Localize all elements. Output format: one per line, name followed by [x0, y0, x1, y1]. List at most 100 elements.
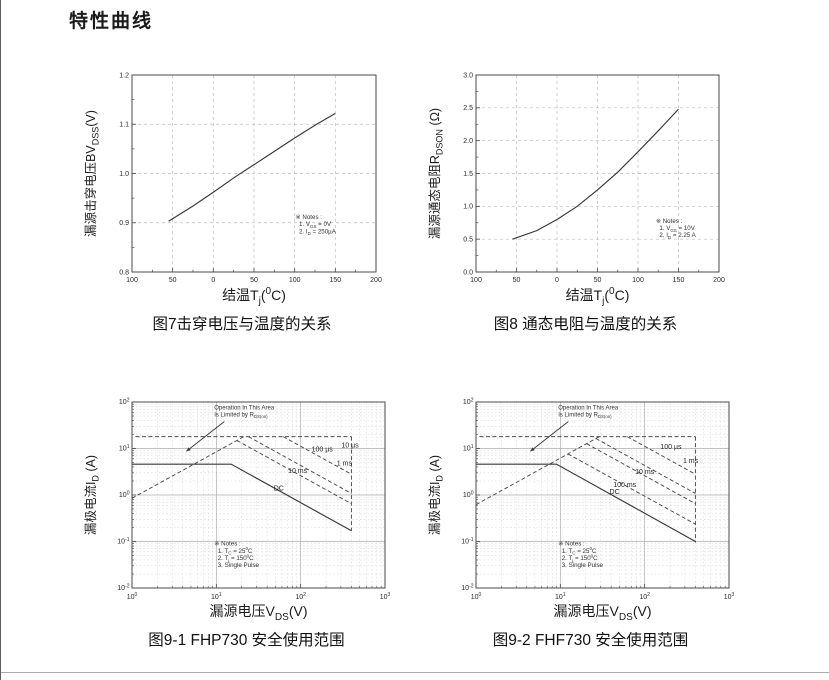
fig8-y-tick: 0.0 [463, 269, 473, 276]
fig9_2-label-100µs: 100 µs [660, 444, 682, 451]
fig9_2-label-1ms: 1 ms [683, 458, 699, 465]
fig9_2-10ms-line [586, 443, 696, 505]
fig9_1-x-tick: 102 [295, 592, 306, 601]
fig9_2-x-tick: 101 [555, 592, 566, 601]
fig9-2-fhf730-soa-chart: 100 101 102 103 10-2 10-1 100 101 102 100 µs 1 ms 1… [428, 388, 753, 649]
fig8-note-line: ※ Notes : [656, 218, 683, 225]
fig9-1-plot: 100 101 102 103 10-2 10-1 100 101 102 10 µs 100 µs… [84, 397, 391, 623]
fig7-plot: 100 50 0 50 100 150 200 0.8 0.9 1.0 1.1 1.2 ※ Notes … [84, 72, 382, 307]
fig7-y-tick: 0.9 [119, 220, 129, 227]
fig9_1-1ms-line [248, 436, 352, 494]
fig8-y-tick: 0.5 [463, 237, 473, 244]
fig9_2-label-10ms: 10 ms [635, 469, 655, 476]
fig9_1-y-tick: 10-1 [117, 537, 129, 546]
fig7-y-tick: 1.2 [119, 72, 129, 79]
fig9_2-note-line: 1. TC = 250C [562, 546, 597, 555]
fig8-x-axis-label: 结温Tj(0C) [566, 286, 630, 307]
fig8-x-tick: 100 [632, 277, 644, 284]
fig9_2-DC-line [476, 463, 696, 543]
page-bottom-rule [1, 672, 829, 673]
fig9_2-line [475, 436, 600, 506]
fig7-caption: 图7击穿电压与温度的关系 [152, 316, 332, 333]
fig7-y-axis-label: 漏源击穿电压BVDSS(V) [84, 110, 101, 237]
fig9_1-y-tick: 102 [119, 397, 130, 406]
fig9_2-label-DC: DC [610, 489, 620, 496]
fig9_2-note-line: 2. Tj = 1500C [562, 553, 598, 562]
fig9_1-y-axis-label: 漏极电流ID (A) [84, 455, 101, 535]
fig7-x-tick: 100 [289, 277, 301, 284]
fig9_2-note-line: ※ Notes : [558, 541, 585, 548]
fig9_2-annotation-line: Is Limited by RDS(on) [558, 413, 612, 420]
fig8-note-line: 1. VGS = 10V [659, 225, 695, 233]
fig9_1-note-line: 2. Tj = 1500C [218, 553, 254, 562]
fig8-x-tick: 200 [713, 277, 725, 284]
fig9_1-label-10ms: 10 ms [288, 468, 308, 475]
fig7-note-line: ※ Notes : [295, 214, 322, 221]
fig8-y-tick: 3.0 [463, 72, 473, 79]
fig9_2-x-tick: 100 [471, 592, 482, 601]
fig8-y-axis-label: 漏源通态电阻RDSON (Ω) [428, 108, 445, 239]
fig7-x-tick: 50 [250, 277, 258, 284]
fig9_2-y-tick: 10-1 [461, 537, 473, 546]
fig9_2-y-tick: 102 [463, 397, 474, 406]
fig9_2-label-100ms: 100 ms [613, 482, 636, 489]
fig8-line [512, 108, 679, 240]
fig9_2-1ms-line [595, 438, 696, 494]
fig8-caption: 图8 通态电阻与温度的关系 [493, 316, 678, 333]
fig9-1-fhp730-soa-chart: 100 101 102 103 10-2 10-1 100 101 102 10 µs 100 µs… [84, 388, 409, 649]
fig9_1-annotation-line: Operation In This Area [214, 406, 275, 412]
fig8-x-tick: 50 [513, 277, 521, 284]
fig9_1-label-100µs: 100 µs [312, 447, 334, 454]
fig9_1-DC-line [132, 463, 352, 532]
fig9_2-y-tick: 101 [463, 444, 474, 453]
fig7-breakdown-voltage-vs-temperature-chart: 100 50 0 50 100 150 200 0.8 0.9 1.0 1.1 1.2 ※ Notes … [84, 61, 400, 333]
page-title: 特性曲线 [69, 11, 154, 32]
fig7-y-tick: 0.8 [119, 269, 129, 276]
fig8-y-tick: 1.5 [463, 171, 473, 178]
fig9_1-x-axis-label: 漏源电压VDS(V) [209, 603, 307, 623]
fig9_1-label-1ms: 1 ms [337, 461, 353, 468]
fig7-line [168, 112, 336, 222]
fig7-x-tick: 0 [211, 277, 215, 284]
fig7-y-tick: 1.0 [119, 171, 129, 178]
fig9_2-x-tick: 102 [639, 592, 650, 601]
fig9_1-y-tick: 101 [119, 444, 130, 453]
fig9_2-x-tick: 103 [724, 592, 735, 601]
fig7-note-line: 1. VGS = 0V [299, 221, 332, 229]
fig9_2-x-axis-label: 漏源电压VDS(V) [553, 603, 651, 623]
fig8-x-tick: 50 [594, 277, 602, 284]
fig8-x-tick: 0 [555, 277, 559, 284]
fig9_1-y-tick: 100 [119, 490, 130, 499]
fig7-x-tick: 100 [126, 277, 138, 284]
fig9-2-plot: 100 101 102 103 10-2 10-1 100 101 102 100 µs1 ms 1… [428, 397, 735, 623]
fig8-on-resistance-vs-temperature-chart: 100 50 0 50 100 150 200 0.0 0.5 1.0 1.5 2.0 2.5 3.0 ※ … [428, 61, 743, 333]
fig8-y-tick: 1.0 [463, 204, 473, 211]
fig9_1-x-tick: 103 [380, 592, 391, 601]
fig9_2-note-line: 3. Single Pulse [562, 562, 604, 569]
fig7-x-tick: 150 [329, 277, 341, 284]
fig9_1-x-tick: 100 [127, 592, 138, 601]
fig9_1-note-line: 3. Single Pulse [218, 562, 260, 569]
fig9_1-note-line: 1. TC = 250C [218, 546, 253, 555]
fig9_1-y-tick: 10-2 [117, 583, 129, 592]
fig7-x-tick: 200 [370, 277, 382, 284]
fig9_1-annotation-line: Is Limited by RDS(on) [214, 413, 268, 420]
fig9_2-y-tick: 10-2 [461, 583, 473, 592]
fig8-x-tick: 150 [673, 277, 685, 284]
fig8-note-line: 2. ID = 2.25 A [659, 232, 696, 240]
fig9_1-label-10µs: 10 µs [341, 443, 359, 450]
fig8-y-tick: 2.5 [463, 105, 473, 112]
fig8-plot: 100 50 0 50 100 150 200 0.0 0.5 1.0 1.5 2.0 2.5 3.0 ※ … [428, 72, 725, 307]
fig9_2-y-axis-label: 漏极电流ID (A) [428, 455, 445, 535]
fig7-x-axis-label: 结温Tj(0C) [222, 286, 286, 307]
fig7-y-tick: 1.1 [119, 122, 129, 129]
fig9_1-note-line: ※ Notes : [214, 541, 241, 548]
fig9_1-line [131, 436, 245, 499]
fig7-x-tick: 50 [169, 277, 177, 284]
fig9_1-10ms-line [236, 440, 352, 505]
fig8-y-tick: 2.0 [463, 138, 473, 145]
fig9_2-y-tick: 100 [463, 490, 474, 499]
fig9-2-caption: 图9-2 FHF730 安全使用范围 [492, 632, 689, 649]
fig9_2-100ms-line [567, 453, 696, 525]
